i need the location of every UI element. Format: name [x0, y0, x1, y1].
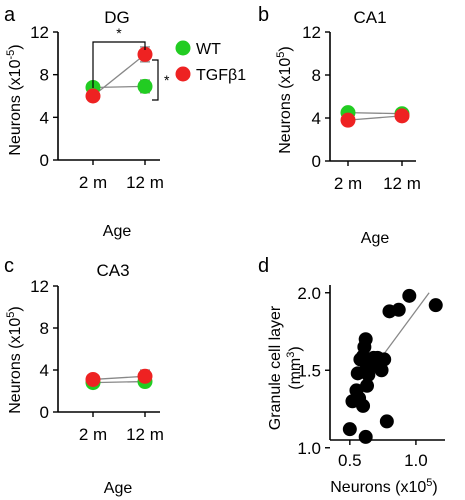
- panel-d-ylabel-line1: Granule cell layer: [267, 305, 284, 430]
- panel-b-marks: 0 4 8 12 2 m 12 m: [302, 23, 421, 193]
- panel-c-title: CA3: [96, 261, 129, 280]
- series-line: [92, 375, 146, 381]
- x-tick-label: 2 m: [79, 425, 107, 444]
- series-line: [347, 115, 403, 121]
- x-tick-label: 12 m: [383, 174, 421, 193]
- panel-c: c CA3 Neurons (x105) Age 0 4 8 12 2 m 12 m: [4, 255, 164, 497]
- data-point: [85, 371, 101, 387]
- data-point: [137, 78, 153, 94]
- y-tick-label: 4: [40, 361, 49, 380]
- panel-c-ylabel: Neurons (x105): [5, 306, 24, 414]
- scatter-point: [342, 422, 357, 437]
- x-tick-label: 0.5: [338, 451, 362, 470]
- y-tick-label: 12: [302, 23, 321, 42]
- y-tick-label: 4: [312, 109, 321, 128]
- x-tick-label: 12 m: [126, 425, 164, 444]
- y-tick-label: 4: [40, 108, 49, 127]
- scatter-point: [360, 378, 375, 393]
- panel-b-title: CA1: [353, 8, 386, 27]
- series-line: [92, 380, 146, 384]
- x-tick-label: 2 m: [334, 174, 362, 193]
- panel-b-ylabel: Neurons (x105): [275, 46, 294, 154]
- data-point: [137, 368, 153, 384]
- series-line: [92, 53, 146, 97]
- scatter-point: [356, 398, 371, 413]
- scatter-point: [377, 352, 392, 367]
- y-tick-label: 8: [40, 66, 49, 85]
- significance-star-right: *: [164, 72, 170, 88]
- x-tick-label: 1.0: [404, 451, 428, 470]
- series-line: [92, 85, 146, 89]
- data-point: [137, 46, 153, 62]
- panel-letter-b: b: [258, 4, 269, 26]
- scatter-point: [374, 363, 389, 378]
- panel-letter-d: d: [258, 255, 269, 277]
- panel-a-ylabel: Neurons (x10-5): [5, 44, 24, 155]
- y-tick-label: 0: [312, 152, 321, 171]
- scatter-point: [358, 429, 373, 444]
- x-tick-label: 2 m: [79, 173, 107, 192]
- panel-d-marks: 1.0 1.5 2.0 0.5 1.0: [297, 284, 445, 470]
- panel-c-marks: 0 4 8 12 2 m 12 m: [30, 277, 164, 444]
- legend-tgf-marker: [175, 66, 191, 82]
- panel-b-xlabel: Age: [361, 230, 390, 247]
- y-tick-label: 12: [30, 277, 49, 296]
- panel-letter-c: c: [4, 255, 14, 277]
- panel-a-xlabel: Age: [103, 223, 132, 240]
- y-tick-label: 1.0: [297, 439, 321, 458]
- y-tick-label: 2.0: [297, 284, 321, 303]
- scatter-point: [379, 414, 394, 429]
- x-tick-label: 12 m: [126, 173, 164, 192]
- scatter-point: [391, 302, 406, 317]
- panel-a-marks: 0 4 8 12 2 m 12 m: [30, 23, 164, 192]
- series-line: [347, 111, 403, 115]
- panel-d-ylabel-line2: (mm3): [285, 346, 304, 389]
- scatter-point: [358, 332, 373, 347]
- legend-tgf-label: TGFβ1: [196, 67, 246, 84]
- y-tick-label: 0: [40, 403, 49, 422]
- legend: WT TGFβ1: [175, 40, 246, 84]
- panel-c-xlabel: Age: [104, 480, 133, 497]
- scatter-point: [361, 367, 376, 382]
- y-tick-label: 0: [40, 151, 49, 170]
- scatter-point: [402, 288, 417, 303]
- significance-star-top: *: [116, 25, 122, 41]
- scatter-point: [428, 298, 443, 313]
- significance-bracket-right: [152, 59, 159, 101]
- legend-wt-marker: [175, 40, 191, 56]
- data-point: [85, 88, 101, 104]
- y-tick-label: 12: [30, 23, 49, 42]
- y-tick-label: 1.5: [297, 361, 321, 380]
- data-point: [394, 108, 410, 124]
- y-tick-label: 8: [40, 319, 49, 338]
- panel-letter-a: a: [4, 4, 16, 26]
- panel-a-title: DG: [104, 8, 130, 27]
- y-tick-label: 8: [312, 66, 321, 85]
- legend-wt-label: WT: [196, 41, 221, 58]
- significance-bracket-top: [92, 41, 146, 88]
- panel-d: d Granule cell layer (mm3) Neurons (x105…: [258, 255, 445, 496]
- panel-b: b CA1 Neurons (x105) Age 0 4 8 12 2 m 12 m: [258, 4, 421, 247]
- panel-d-xlabel: Neurons (x105): [330, 477, 438, 496]
- data-point: [340, 112, 356, 128]
